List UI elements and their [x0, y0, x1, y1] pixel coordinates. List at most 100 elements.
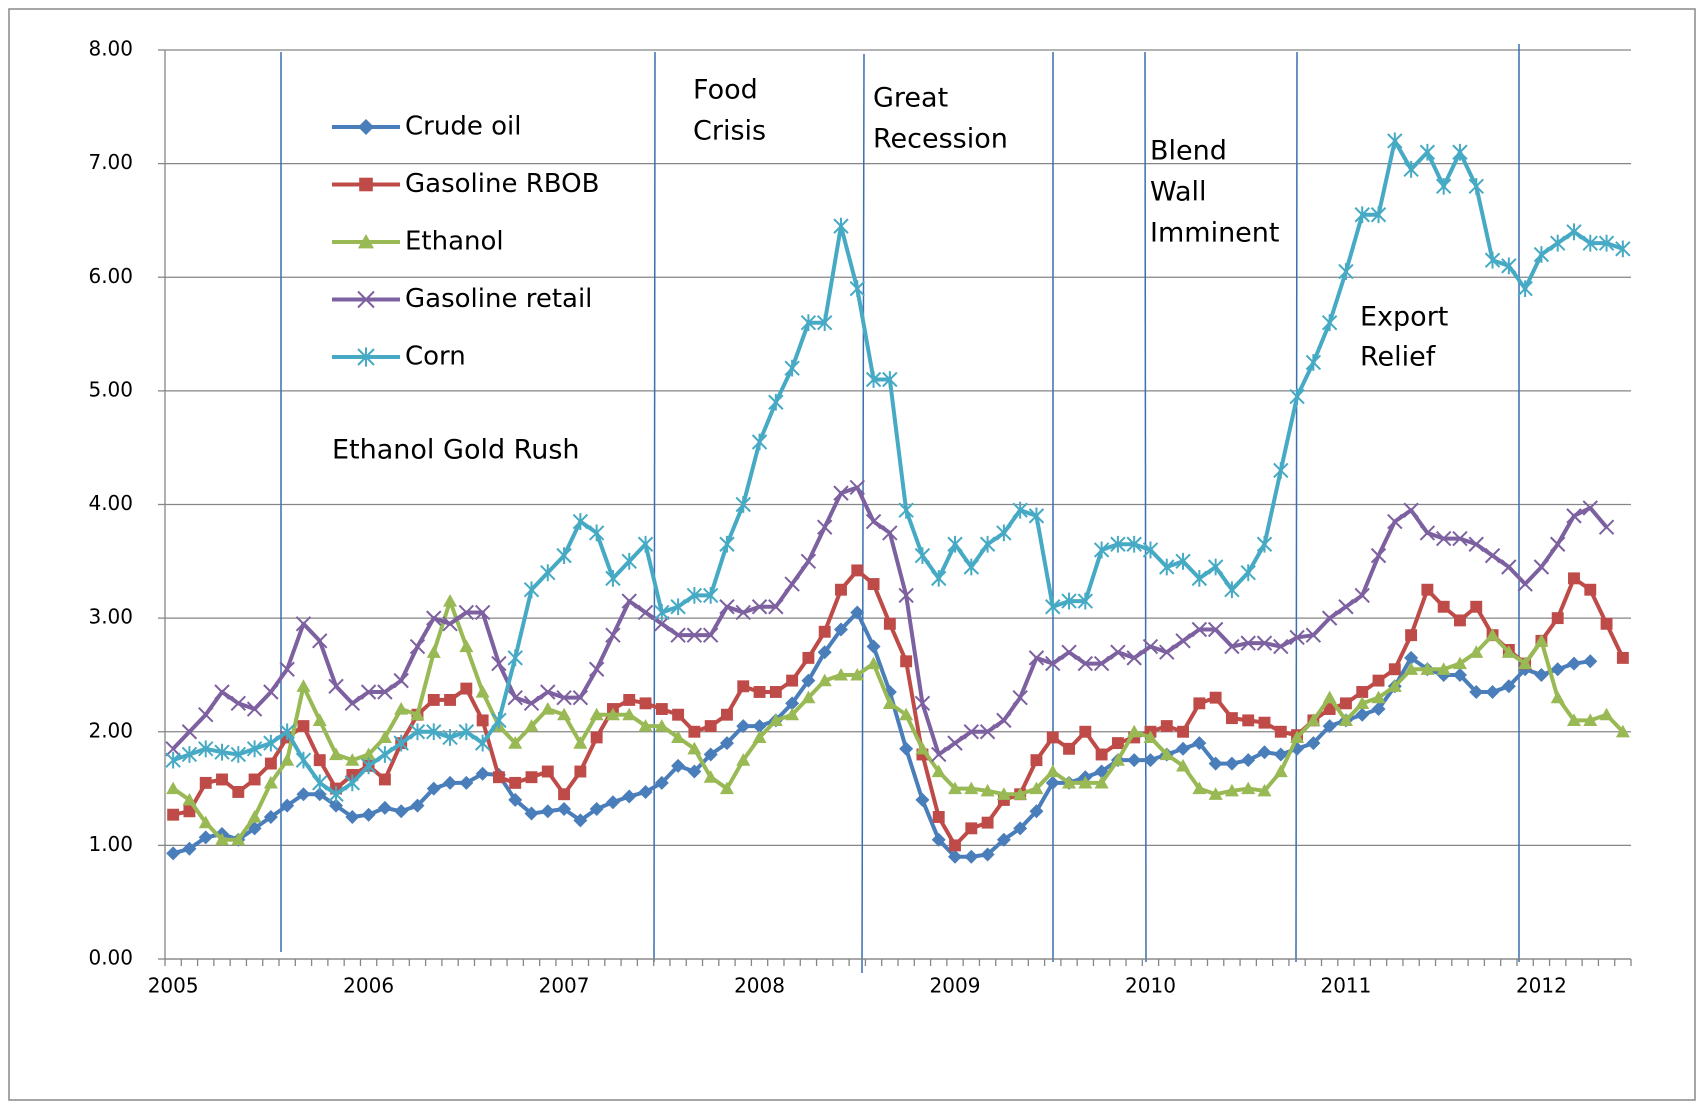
point-marker — [1093, 655, 1110, 672]
point-marker — [1584, 583, 1597, 596]
point-marker — [1454, 614, 1466, 627]
point-marker — [263, 809, 278, 824]
point-marker — [1404, 662, 1419, 675]
point-marker — [426, 781, 441, 796]
point-marker — [1551, 612, 1564, 625]
y-tick-label: 3.00 — [88, 605, 133, 629]
point-marker — [1583, 713, 1598, 726]
point-marker — [915, 741, 930, 755]
point-marker — [719, 535, 735, 553]
point-marker — [801, 690, 816, 704]
point-marker — [248, 773, 261, 786]
series — [165, 479, 1615, 763]
point-marker — [378, 773, 391, 786]
point-marker — [865, 513, 882, 530]
point-marker — [1240, 564, 1256, 582]
point-marker — [621, 552, 637, 570]
point-marker — [1338, 263, 1354, 280]
point-marker — [377, 800, 392, 815]
point-marker — [1306, 736, 1321, 751]
point-marker — [1469, 645, 1484, 658]
point-marker — [1209, 691, 1222, 704]
point-marker — [524, 719, 539, 732]
point-marker — [459, 639, 474, 653]
x-tick-label: 2008 — [734, 974, 785, 998]
point-marker — [1321, 314, 1338, 332]
point-marker — [736, 753, 751, 766]
point-marker — [199, 776, 212, 789]
point-marker — [785, 696, 800, 711]
point-marker — [654, 719, 669, 732]
point-marker — [1501, 257, 1517, 275]
point-marker — [1224, 756, 1239, 771]
point-marker — [361, 807, 376, 822]
point-marker — [1599, 707, 1614, 721]
point-marker — [557, 707, 572, 721]
point-marker — [329, 747, 344, 761]
point-marker — [231, 832, 246, 846]
point-marker — [427, 693, 440, 706]
point-marker — [948, 849, 963, 864]
y-tick-label: 4.00 — [88, 491, 133, 515]
x-tick-label: 2010 — [1125, 974, 1176, 998]
point-marker — [1126, 535, 1142, 553]
point-marker — [459, 775, 474, 790]
point-marker — [358, 234, 374, 249]
point-marker — [1110, 753, 1125, 766]
point-marker — [230, 746, 247, 763]
point-marker — [295, 616, 312, 632]
point-marker — [735, 604, 751, 621]
point-marker — [1012, 501, 1028, 519]
point-marker — [443, 775, 458, 790]
point-marker — [377, 730, 392, 744]
point-marker — [573, 813, 588, 828]
point-marker — [818, 625, 831, 638]
point-marker — [655, 703, 668, 715]
point-marker — [1207, 621, 1224, 638]
point-marker — [947, 735, 963, 751]
point-marker — [737, 680, 750, 693]
point-marker — [719, 599, 735, 615]
point-marker — [1583, 654, 1598, 669]
point-marker — [1093, 541, 1110, 559]
point-marker — [523, 695, 540, 712]
point-marker — [1176, 758, 1191, 772]
point-marker — [1420, 662, 1435, 675]
point-marker — [1403, 502, 1419, 518]
point-marker — [1452, 143, 1468, 161]
point-marker — [1029, 781, 1044, 795]
annotation: Blend — [1150, 136, 1227, 167]
point-marker — [394, 804, 409, 819]
point-marker — [751, 433, 768, 451]
point-marker — [833, 622, 848, 637]
point-marker — [475, 684, 490, 698]
point-marker — [1046, 731, 1059, 744]
point-marker — [639, 697, 652, 710]
point-marker — [1534, 633, 1549, 647]
point-marker — [216, 773, 228, 786]
point-marker — [328, 678, 344, 695]
point-marker — [898, 501, 914, 519]
point-marker — [1501, 679, 1516, 694]
point-marker — [492, 771, 505, 784]
point-marker — [702, 587, 719, 604]
point-marker — [198, 815, 213, 829]
point-marker — [622, 789, 637, 804]
point-marker — [247, 809, 262, 823]
point-marker — [1077, 655, 1094, 672]
point-marker — [329, 798, 344, 813]
point-marker — [1437, 600, 1450, 613]
point-marker — [1143, 730, 1158, 744]
point-marker — [540, 804, 555, 819]
point-marker — [980, 783, 995, 797]
point-marker — [1404, 650, 1419, 665]
point-marker — [1435, 530, 1452, 547]
point-marker — [833, 667, 848, 681]
point-marker — [345, 809, 360, 824]
point-marker — [1224, 783, 1239, 797]
point-marker — [1257, 783, 1272, 797]
point-marker — [524, 806, 539, 821]
point-marker — [1517, 280, 1533, 298]
point-marker — [1289, 629, 1305, 646]
point-marker — [1013, 821, 1028, 836]
